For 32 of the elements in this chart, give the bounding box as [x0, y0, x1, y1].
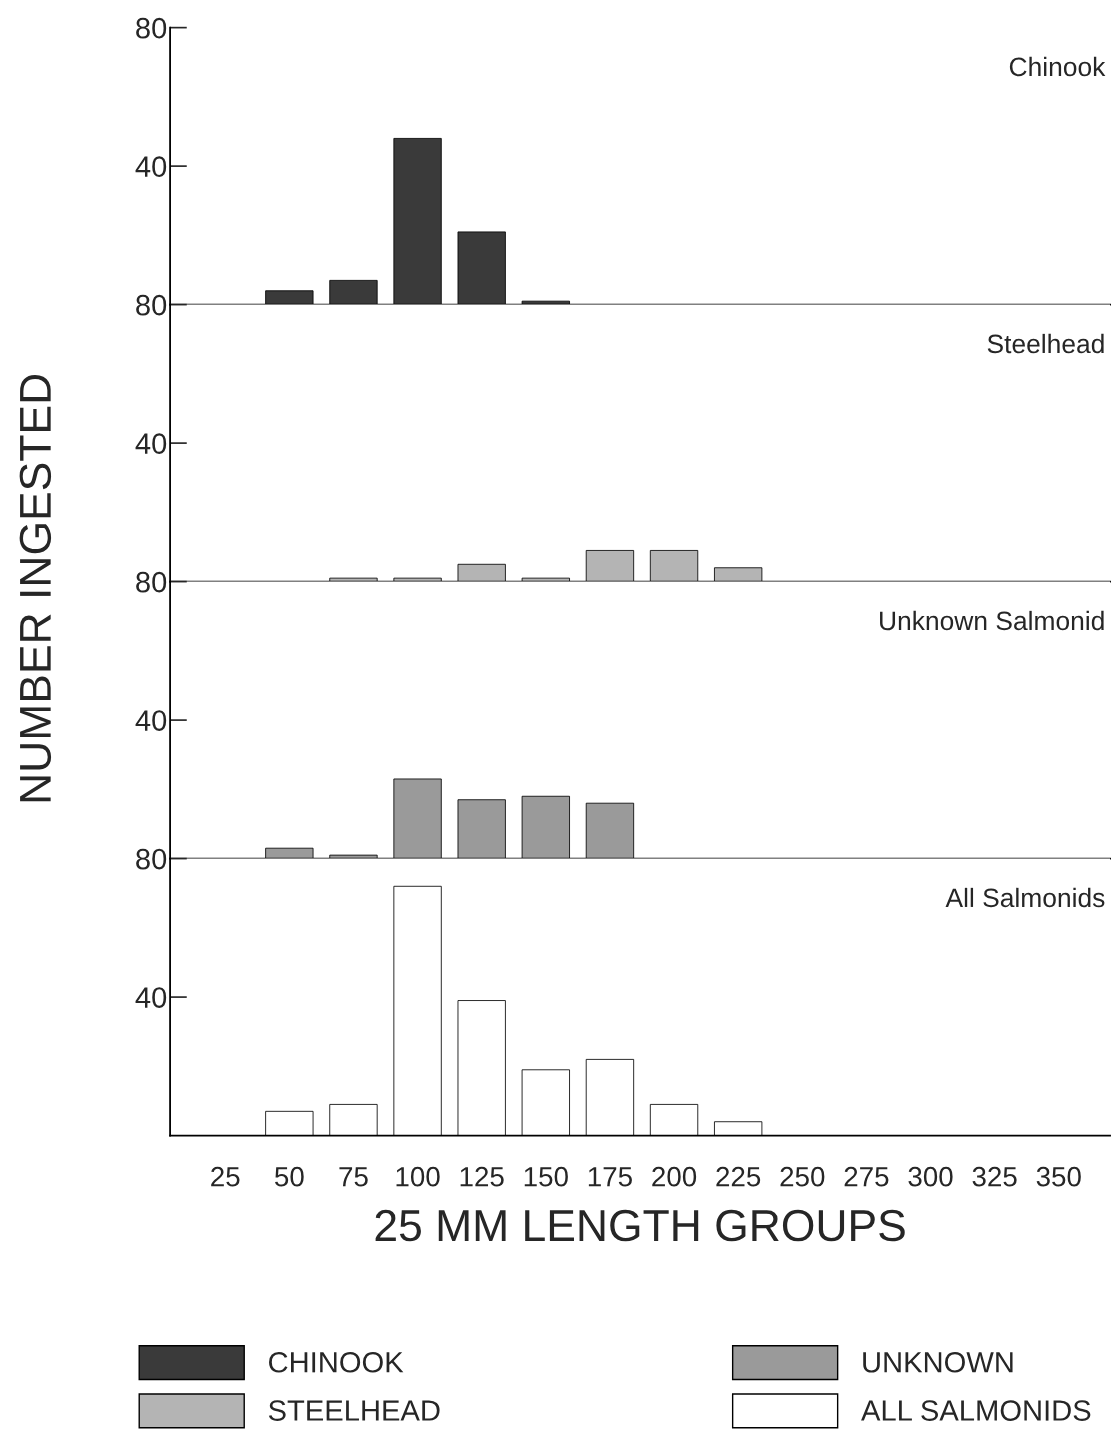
y-tick-label: 40	[135, 156, 167, 177]
x-tick-label: 325	[972, 1166, 1017, 1187]
legend-label: UNKNOWN	[863, 1351, 1013, 1373]
x-tick-label: 275	[844, 1166, 889, 1187]
x-tick-label: 100	[396, 1166, 440, 1187]
x-tick-label: 25	[211, 1166, 240, 1187]
text: ALL SALMONIDS	[861, 1400, 1091, 1421]
legend-label: CHINOOK	[269, 1351, 404, 1373]
y-tick-label: 80	[136, 294, 167, 316]
x-tick-label: 225	[716, 1166, 761, 1187]
x-tick-label: 175	[588, 1167, 632, 1187]
legend-label: STEELHEAD	[268, 1400, 440, 1421]
text: Steelhead	[987, 333, 1104, 354]
text: All Salmonids	[945, 887, 1105, 908]
text: Unknown Salmonid	[880, 610, 1104, 631]
y-tick-label: 40	[135, 433, 167, 454]
x-tick-label: 75	[339, 1167, 368, 1187]
text: Chinook	[1009, 56, 1106, 77]
y-axis-title: NUMBER INGESTED	[19, 374, 52, 802]
y-tick-label: 80	[136, 571, 167, 593]
x-tick-label: 50	[275, 1166, 304, 1187]
x-tick-label: 300	[908, 1166, 953, 1187]
x-tick-label: 200	[652, 1166, 697, 1187]
x-tick-label: 250	[780, 1166, 825, 1187]
x-axis-title: 25 MM LENGTH GROUPS	[375, 1209, 905, 1242]
y-tick-label: 40	[135, 987, 167, 1008]
y-tick-label: 80	[136, 17, 167, 39]
x-tick-label: 125	[460, 1166, 504, 1187]
y-tick-label: 80	[136, 848, 167, 870]
y-tick-label: 40	[135, 710, 167, 731]
x-tick-label: 150	[524, 1166, 568, 1187]
x-tick-label: 350	[1036, 1166, 1081, 1187]
